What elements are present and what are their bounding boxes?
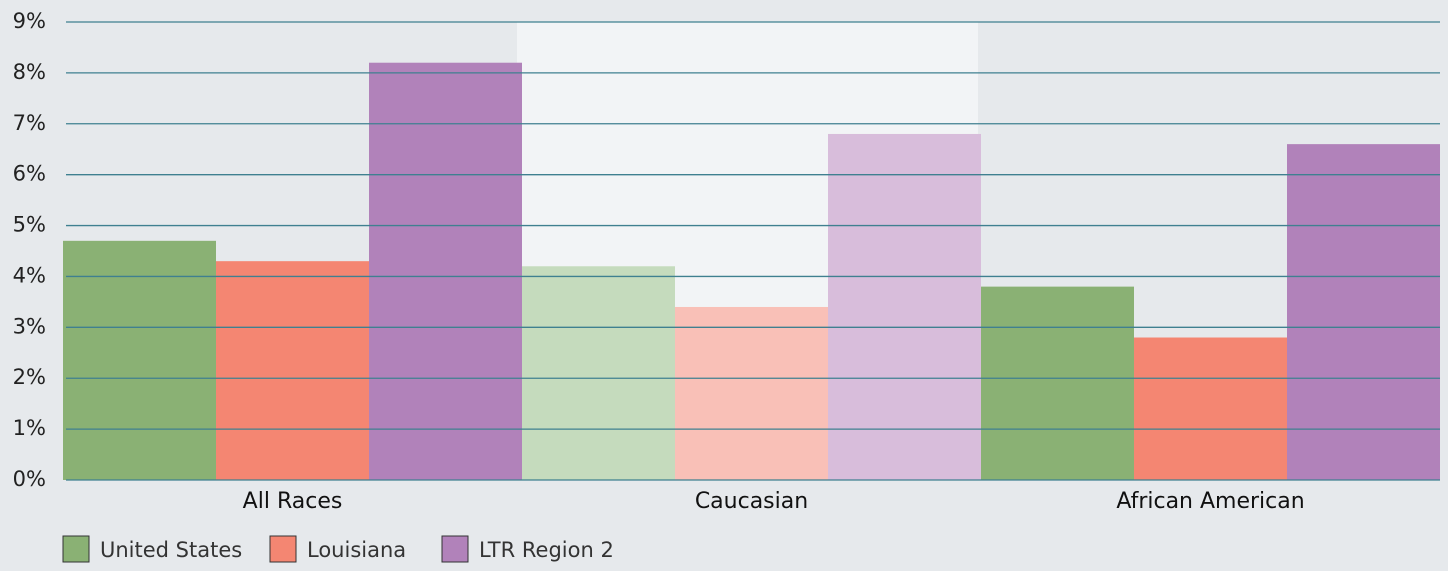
- y-tick-label: 4%: [13, 263, 46, 287]
- bar: [216, 261, 369, 480]
- bar: [981, 286, 1134, 480]
- bar: [63, 240, 216, 480]
- bar: [522, 266, 675, 480]
- x-tick-label: All Races: [243, 489, 343, 514]
- y-tick-label: 1%: [13, 416, 46, 440]
- legend-swatch: [441, 535, 469, 563]
- legend-label: United States: [100, 538, 242, 562]
- y-tick-label: 2%: [13, 365, 46, 389]
- legend-label: LTR Region 2: [479, 538, 614, 562]
- bar: [675, 306, 828, 480]
- y-tick-label: 8%: [13, 60, 46, 84]
- x-tick-label: African American: [1116, 489, 1304, 514]
- bar: [1287, 144, 1440, 480]
- y-tick-label: 7%: [13, 111, 46, 135]
- bar: [1134, 337, 1287, 480]
- legend-label: Louisiana: [307, 538, 406, 562]
- bar: [369, 62, 522, 480]
- x-tick-label: Caucasian: [695, 489, 808, 514]
- y-tick-label: 9%: [13, 9, 46, 33]
- legend-swatch: [269, 535, 297, 563]
- legend-swatch: [62, 535, 90, 563]
- y-tick-label: 3%: [13, 314, 46, 338]
- bar: [828, 133, 981, 480]
- y-tick-label: 6%: [13, 162, 46, 186]
- y-tick-label: 5%: [13, 213, 46, 237]
- y-tick-label: 0%: [13, 467, 46, 491]
